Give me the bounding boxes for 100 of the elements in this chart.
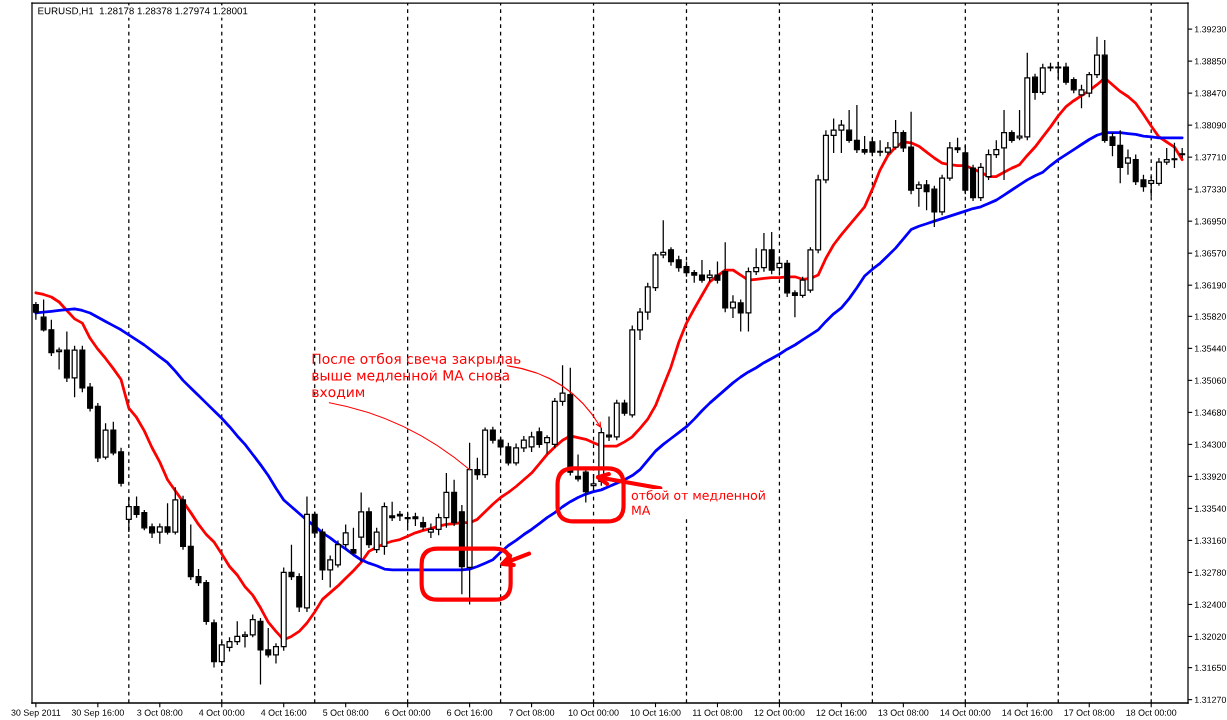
y-tick-label: 1.34680 bbox=[1194, 409, 1227, 416]
y-tick-label: 1.38090 bbox=[1194, 122, 1227, 129]
candlestick bbox=[482, 426, 489, 479]
x-tick-label: 4 Oct 16:00 bbox=[260, 709, 307, 716]
x-tick-label: 11 Oct 08:00 bbox=[693, 709, 743, 716]
candlestick bbox=[636, 307, 644, 341]
x-tick-label: 10 Oct 16:00 bbox=[630, 709, 681, 716]
chart-title: EURUSD,H1 1.28178 1.28378 1.27974 1.28001 bbox=[38, 7, 248, 16]
candlestick bbox=[853, 104, 860, 154]
x-tick-label: 6 Oct 16:00 bbox=[447, 709, 493, 716]
candlestick bbox=[334, 539, 341, 569]
candlestick bbox=[180, 495, 187, 551]
candlestick bbox=[358, 491, 365, 563]
candlestick bbox=[1062, 62, 1070, 86]
x-tick-label: 5 Oct 08:00 bbox=[323, 709, 369, 716]
candlestick bbox=[272, 642, 280, 665]
candlestick bbox=[427, 522, 434, 539]
x-tick-label: 17 Oct 08:00 bbox=[1064, 709, 1115, 716]
candlestick bbox=[551, 397, 558, 449]
candlestick bbox=[1032, 73, 1039, 101]
x-tick-label: 14 Oct 00:00 bbox=[940, 709, 991, 716]
y-tick-label: 1.36950 bbox=[1194, 218, 1227, 225]
line-series bbox=[34, 76, 1184, 642]
candlestick bbox=[241, 630, 249, 649]
x-tick-label: 12 Oct 16:00 bbox=[816, 709, 867, 716]
x-tick-label: 30 Sep 16:00 bbox=[71, 709, 124, 718]
annotation: отбой от медленной МА bbox=[631, 490, 765, 515]
candlestick bbox=[513, 442, 520, 467]
y-tick-label: 1.32020 bbox=[1194, 633, 1227, 640]
candlestick bbox=[63, 330, 70, 383]
candlestick bbox=[396, 510, 403, 522]
candlestick bbox=[606, 415, 613, 442]
candlestick bbox=[1001, 109, 1008, 181]
candlestick bbox=[884, 141, 891, 156]
candlestick bbox=[970, 164, 977, 202]
x-tick-label: 7 Oct 08:00 bbox=[509, 709, 555, 716]
x-tick-label: 14 Oct 16:00 bbox=[1002, 709, 1053, 716]
candlestick bbox=[303, 495, 310, 613]
annotation: После отбоя свеча закрылаь выше медленной МА снова входим bbox=[312, 353, 521, 399]
y-tick-label: 1.35820 bbox=[1194, 313, 1227, 320]
candlestick bbox=[791, 289, 798, 318]
line-series bbox=[34, 131, 1184, 572]
candlestick bbox=[342, 523, 349, 551]
y-tick-label: 1.39230 bbox=[1194, 26, 1227, 33]
candlestick bbox=[667, 246, 675, 267]
y-tick-label: 1.37330 bbox=[1194, 186, 1227, 193]
candlestick bbox=[822, 129, 829, 184]
y-tick-label: 1.37710 bbox=[1194, 154, 1227, 161]
candlestick bbox=[458, 504, 465, 595]
y-tick-label: 1.31270 bbox=[1194, 696, 1227, 703]
candlestick bbox=[56, 346, 63, 371]
y-tick-label: 1.35440 bbox=[1194, 345, 1227, 352]
candlestick bbox=[1155, 157, 1162, 187]
candlestick bbox=[760, 232, 767, 273]
candlestick bbox=[977, 162, 984, 202]
y-tick-label: 1.33920 bbox=[1194, 473, 1227, 480]
y-tick-label: 1.33540 bbox=[1194, 505, 1227, 512]
candlestick bbox=[389, 501, 396, 522]
x-tick-label: 6 Oct 00:00 bbox=[385, 709, 431, 716]
y-tick-label: 1.32400 bbox=[1194, 601, 1227, 608]
x-tick-label: 12 Oct 00:00 bbox=[754, 709, 805, 716]
y-tick-label: 1.32780 bbox=[1194, 569, 1227, 576]
candlestick bbox=[1093, 36, 1101, 79]
candlestick bbox=[1124, 148, 1131, 176]
candlestick bbox=[544, 434, 551, 455]
y-tick-label: 1.38470 bbox=[1194, 90, 1227, 97]
candlestick bbox=[520, 435, 527, 453]
candlestick bbox=[908, 111, 915, 195]
candlestick bbox=[350, 527, 357, 557]
candlestick bbox=[451, 479, 458, 527]
candlestick bbox=[149, 522, 156, 539]
candlestick bbox=[1179, 147, 1186, 159]
candlestick bbox=[815, 174, 822, 254]
candlestick bbox=[489, 426, 496, 445]
y-tick-label: 1.34300 bbox=[1194, 441, 1227, 448]
candlestick bbox=[575, 453, 582, 483]
candlestick bbox=[118, 447, 125, 488]
candlestick bbox=[946, 141, 953, 182]
candlestick bbox=[94, 402, 101, 463]
y-tick-label: 1.36570 bbox=[1194, 250, 1227, 257]
candlestick bbox=[210, 618, 218, 669]
candlestick bbox=[420, 516, 427, 531]
candlestick bbox=[939, 174, 946, 216]
candlestick bbox=[784, 259, 791, 298]
candlestick bbox=[877, 139, 884, 157]
x-tick-label: 4 Oct 00:00 bbox=[198, 709, 245, 716]
y-tick-label: 1.35060 bbox=[1194, 377, 1227, 384]
x-tick-label: 3 Oct 08:00 bbox=[137, 709, 183, 716]
x-tick-label: 13 Oct 08:00 bbox=[878, 709, 929, 716]
candlestick bbox=[365, 506, 372, 549]
x-tick-label: 18 Oct 00:00 bbox=[1126, 709, 1177, 716]
candlestick bbox=[729, 294, 736, 319]
y-tick-label: 1.33160 bbox=[1194, 537, 1227, 544]
y-tick-label: 1.31650 bbox=[1194, 664, 1227, 671]
candlestick bbox=[954, 137, 961, 154]
candlestick bbox=[915, 180, 922, 208]
x-tick-label: 10 Oct 00:00 bbox=[568, 709, 619, 716]
candlestick bbox=[846, 109, 853, 144]
x-tick-label: 30 Sep 2011 bbox=[11, 709, 61, 718]
y-tick-label: 1.38850 bbox=[1194, 58, 1227, 65]
